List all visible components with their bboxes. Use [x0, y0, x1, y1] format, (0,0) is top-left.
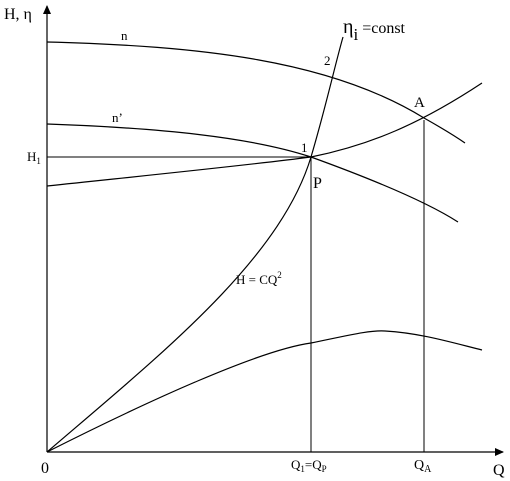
curve-n-label: n: [121, 28, 128, 43]
system-curve: [46, 82, 483, 187]
eta-const-label: ηi =const: [343, 16, 406, 44]
y-axis-label: H, η: [4, 6, 32, 23]
curve-n-prime-label: n’: [112, 110, 123, 125]
curve-n-prime: [46, 123, 459, 223]
point-a-label: A: [414, 95, 425, 111]
q1-tick-label: Q1=QP: [291, 457, 327, 474]
point-1-label: 1: [301, 140, 308, 155]
parabola-curve: [46, 36, 344, 453]
qa-tick-label: QA: [414, 458, 432, 475]
point-2-label: 2: [324, 53, 331, 68]
point-p-label: P: [313, 175, 322, 192]
x-axis-label: Q: [493, 462, 505, 479]
origin-label: 0: [41, 460, 49, 477]
efficiency-curve: [46, 330, 483, 453]
h1-tick-label: H1: [27, 149, 41, 166]
parabola-label: H = CQ2: [236, 270, 282, 287]
curve-n: [46, 41, 466, 144]
